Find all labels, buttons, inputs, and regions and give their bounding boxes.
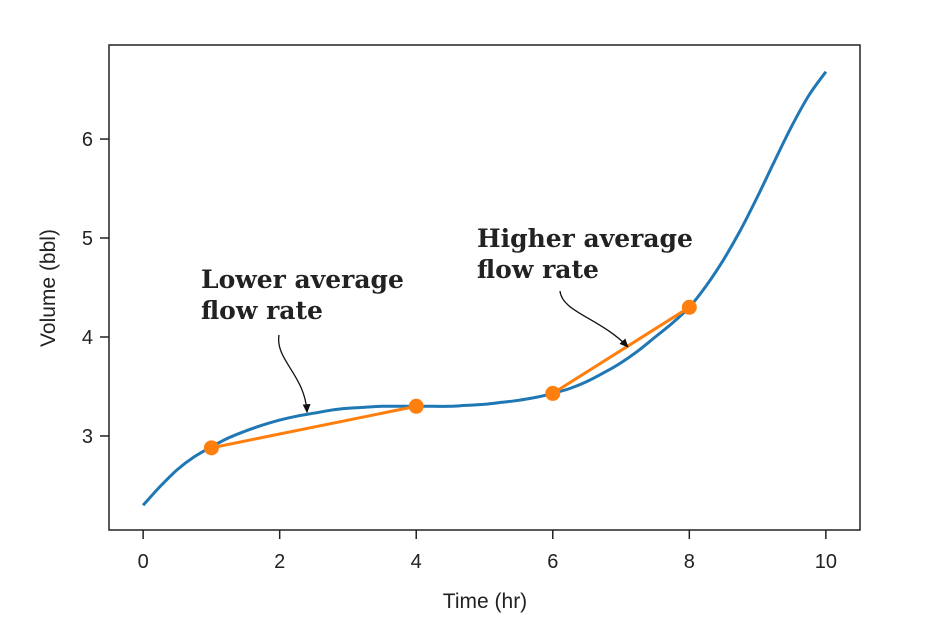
x-tick-label: 2 bbox=[274, 551, 285, 573]
annotation-2-arrow bbox=[559, 290, 629, 348]
plot-frame bbox=[108, 44, 861, 531]
x-tick-label: 4 bbox=[411, 551, 422, 573]
annotation-2-line-1: Higher average bbox=[477, 224, 693, 253]
y-axis: 3 4 5 6 bbox=[82, 129, 109, 448]
y-tick-label: 4 bbox=[82, 327, 93, 349]
sample-point bbox=[545, 385, 561, 401]
y-tick-label: 6 bbox=[82, 129, 93, 151]
y-tick-label: 3 bbox=[82, 426, 93, 448]
x-axis-title: Time (hr) bbox=[443, 590, 527, 613]
volume-curve bbox=[141, 70, 828, 507]
annotation-1-line-2: flow rate bbox=[201, 296, 323, 325]
x-tick-label: 6 bbox=[547, 551, 558, 573]
y-tick-label: 5 bbox=[82, 228, 93, 250]
sample-point bbox=[203, 440, 219, 456]
average-rate-segment-2 bbox=[551, 306, 691, 395]
sample-point bbox=[681, 299, 697, 315]
annotation-1-line-1: Lower average bbox=[201, 265, 404, 294]
y-axis-title: Volume (bbl) bbox=[37, 229, 60, 347]
average-rate-segment-1 bbox=[211, 404, 417, 450]
x-tick-label: 8 bbox=[684, 551, 695, 573]
annotation-1-arrow bbox=[278, 334, 311, 414]
x-tick-label: 10 bbox=[815, 551, 837, 573]
x-tick-label: 0 bbox=[138, 551, 149, 573]
series-layer bbox=[141, 70, 828, 507]
sample-point bbox=[408, 398, 424, 414]
x-axis: 0 2 4 6 8 10 bbox=[138, 530, 837, 573]
annotation-2-line-2: flow rate bbox=[477, 255, 599, 284]
